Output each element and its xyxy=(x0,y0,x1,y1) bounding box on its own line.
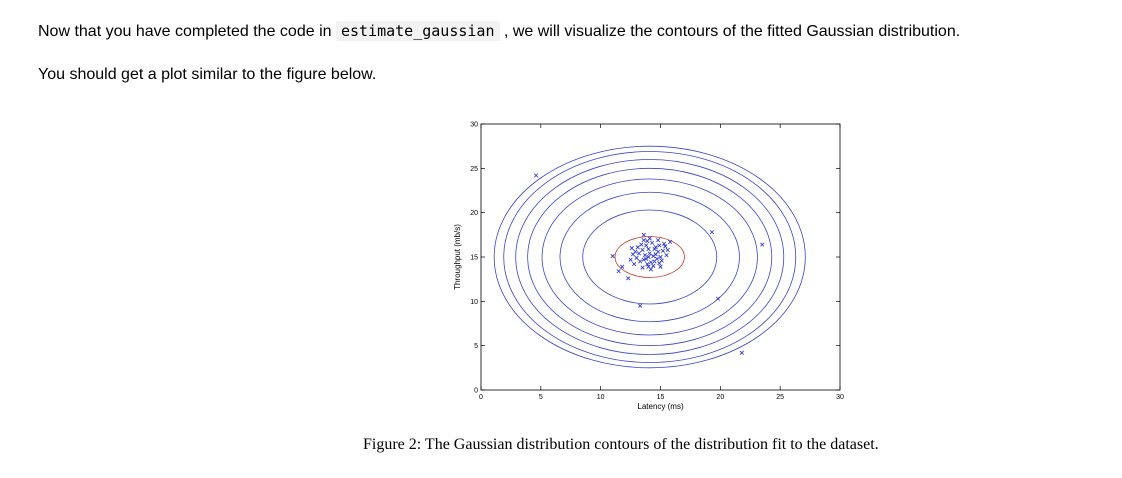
x-axis-label: Latency (ms) xyxy=(637,402,684,411)
data-point xyxy=(638,303,643,308)
tick-group: 0 5 10 15 20 25 30 0 5 10 15 20 25 30 xyxy=(470,122,844,402)
instruction-paragraph: You should get a plot similar to the fig… xyxy=(38,66,377,83)
data-point xyxy=(629,246,634,251)
data-point xyxy=(656,238,661,243)
x-tick-label: 30 xyxy=(836,394,844,401)
data-point xyxy=(760,242,765,247)
data-point xyxy=(663,244,668,249)
data-point xyxy=(659,258,664,263)
gaussian-contour-plot: 0 5 10 15 20 25 30 0 5 10 15 20 25 30 Latency (ms) Th… xyxy=(453,122,844,412)
contour-5 xyxy=(527,167,773,347)
data-point xyxy=(634,255,639,260)
data-point xyxy=(715,296,721,301)
data-point xyxy=(665,247,670,252)
data-point xyxy=(657,243,662,248)
data-point xyxy=(662,241,667,246)
data-point xyxy=(642,253,648,258)
y-tick-label: 15 xyxy=(470,255,478,262)
intro-text-before: Now that you have completed the code in xyxy=(38,23,336,40)
data-point xyxy=(667,239,673,245)
data-point xyxy=(641,238,646,243)
data-point xyxy=(638,259,643,264)
data-point xyxy=(651,263,656,268)
intro-text-after: , we will visualize the contours of the … xyxy=(499,23,961,40)
data-point xyxy=(641,257,646,262)
data-point xyxy=(635,245,640,250)
x-tick-label: 0 xyxy=(479,394,483,401)
data-point xyxy=(628,257,633,262)
data-point xyxy=(651,254,656,259)
data-point xyxy=(652,246,657,252)
data-point xyxy=(660,248,665,253)
y-tick-label: 30 xyxy=(470,122,478,129)
data-point xyxy=(652,259,657,264)
contour-1 xyxy=(614,236,685,278)
data-point xyxy=(626,276,631,281)
data-point xyxy=(641,232,646,237)
data-point xyxy=(640,247,645,252)
data-point xyxy=(650,240,655,245)
data-point xyxy=(616,269,621,274)
contour-4 xyxy=(541,178,758,336)
y-tick-label: 25 xyxy=(470,166,478,173)
data-point xyxy=(648,260,654,265)
data-point xyxy=(620,264,625,269)
data-point xyxy=(658,254,663,260)
data-point xyxy=(664,253,669,258)
intro-paragraph: Now that you have completed the code in … xyxy=(38,21,961,41)
y-tick-label: 10 xyxy=(470,299,478,306)
contour-6 xyxy=(515,159,785,355)
data-point xyxy=(646,254,651,260)
x-tick-label: 15 xyxy=(657,394,665,401)
x-tick-label: 20 xyxy=(716,394,724,401)
contour-7 xyxy=(503,151,797,363)
x-tick-label: 10 xyxy=(597,394,605,401)
data-point xyxy=(644,256,649,261)
data-point xyxy=(653,245,658,250)
data-point xyxy=(647,251,652,256)
x-tick-label: 5 xyxy=(539,394,543,401)
contour-2 xyxy=(582,209,718,305)
contour-3 xyxy=(559,191,740,323)
inline-code: estimate_gaussian xyxy=(335,21,500,41)
data-point xyxy=(653,252,658,257)
points-group xyxy=(533,173,765,355)
data-point xyxy=(739,350,744,355)
data-point xyxy=(533,173,539,178)
y-tick-label: 20 xyxy=(470,210,478,217)
data-point xyxy=(648,267,654,272)
y-axis-label: Throughput (mb/s) xyxy=(453,224,462,290)
data-point xyxy=(644,243,649,248)
data-point xyxy=(709,230,715,235)
data-point xyxy=(640,265,645,270)
data-point xyxy=(610,254,615,259)
x-tick-label: 25 xyxy=(776,394,784,401)
contour-group xyxy=(493,145,806,369)
contour-8 xyxy=(493,145,806,369)
data-point xyxy=(639,242,644,247)
data-point xyxy=(645,262,650,267)
y-tick-label: 0 xyxy=(474,388,478,395)
figure-caption: Figure 2: The Gaussian distribution cont… xyxy=(363,436,879,453)
data-point xyxy=(632,262,637,267)
data-point xyxy=(630,252,636,257)
data-point xyxy=(636,251,642,256)
data-point xyxy=(646,246,651,252)
data-point xyxy=(647,236,652,241)
y-tick-label: 5 xyxy=(474,343,478,350)
data-point xyxy=(658,264,663,269)
